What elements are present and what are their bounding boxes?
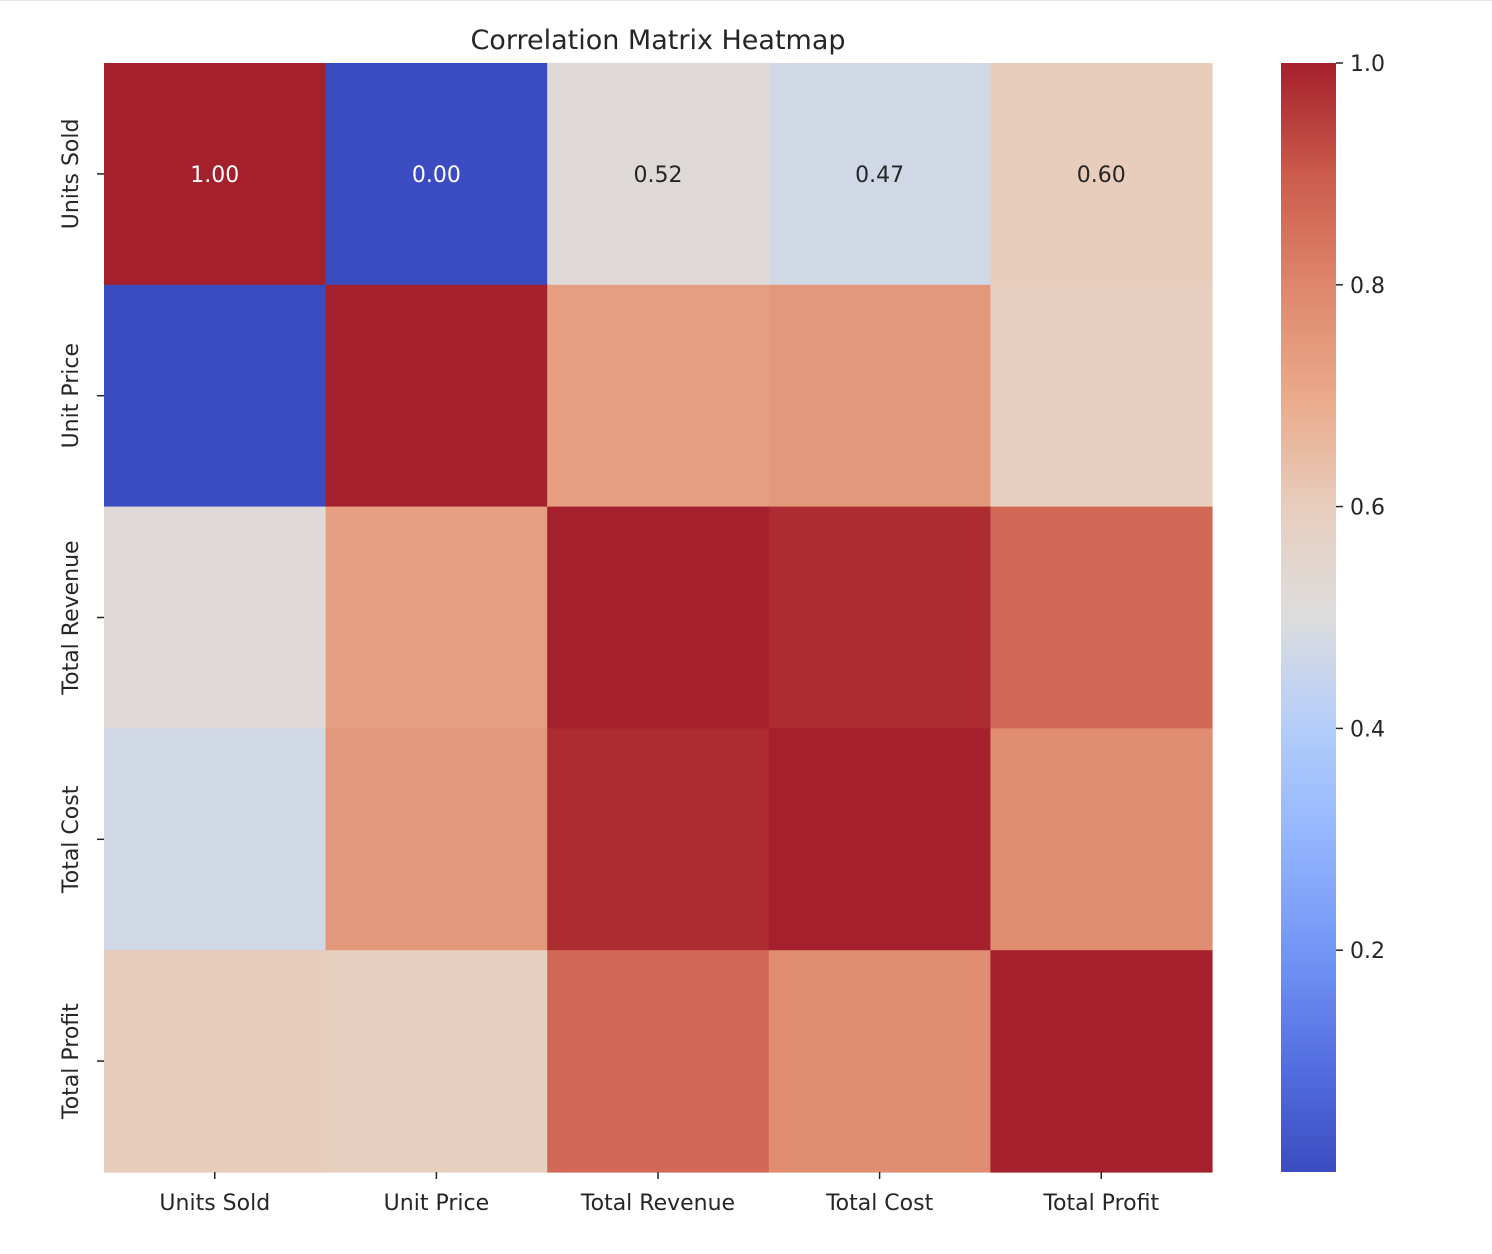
heatmap-cell bbox=[325, 728, 548, 951]
heatmap-cell bbox=[104, 284, 327, 508]
y-tick-label: Total Profit bbox=[59, 1003, 84, 1120]
y-tick-label: Unit Price bbox=[59, 343, 84, 448]
heatmap-cell bbox=[325, 63, 548, 286]
heatmap-cell bbox=[768, 63, 991, 286]
heatmap-cell bbox=[547, 728, 770, 951]
cell-annotation: 0.52 bbox=[634, 163, 683, 188]
heatmap-cell bbox=[990, 950, 1213, 1173]
heatmap-cell bbox=[990, 63, 1213, 286]
colorbar-tick-label: 0.2 bbox=[1350, 939, 1385, 964]
colorbar-tick-label: 1.0 bbox=[1350, 52, 1385, 77]
colorbar-tick-label: 0.8 bbox=[1350, 274, 1385, 299]
colorbar: 0.2 0.4 0.6 0.8 1.0 bbox=[1281, 52, 1385, 1172]
heatmap-cells bbox=[104, 63, 1213, 1173]
colorbar-tick-label: 0.6 bbox=[1350, 496, 1385, 521]
y-tick-label: Total Revenue bbox=[59, 540, 84, 695]
heatmap-cell bbox=[325, 284, 548, 508]
colorbar-tick-label: 0.4 bbox=[1350, 717, 1385, 742]
x-tick-label: Total Revenue bbox=[580, 1191, 735, 1216]
heatmap-cell bbox=[104, 950, 327, 1173]
x-tick-label: Unit Price bbox=[384, 1191, 489, 1216]
y-axis: Units Sold Unit Price Total Revenue Total C… bbox=[59, 119, 104, 1120]
heatmap-cell bbox=[325, 950, 548, 1173]
cell-annotations: 1.00 0.00 0.52 0.47 0.60 bbox=[190, 163, 1125, 188]
heatmap-cell bbox=[547, 506, 770, 729]
heatmap-cell bbox=[547, 284, 770, 508]
heatmap-cell bbox=[990, 506, 1213, 729]
top-border bbox=[0, 0, 1492, 1]
heatmap-cell bbox=[768, 950, 991, 1173]
heatmap-cell bbox=[547, 63, 770, 286]
colorbar-gradient bbox=[1281, 63, 1336, 1172]
cell-annotation: 1.00 bbox=[190, 163, 239, 188]
heatmap-cell bbox=[990, 728, 1213, 951]
x-tick-label: Units Sold bbox=[159, 1191, 270, 1216]
cell-annotation: 0.60 bbox=[1077, 163, 1126, 188]
chart-title: Correlation Matrix Heatmap bbox=[470, 25, 845, 56]
y-tick-label: Total Cost bbox=[59, 785, 84, 894]
heatmap-cell bbox=[547, 950, 770, 1173]
heatmap-cell bbox=[768, 506, 991, 729]
heatmap-cell bbox=[325, 506, 548, 729]
y-tick-label: Units Sold bbox=[59, 119, 84, 230]
heatmap-cell bbox=[768, 284, 991, 508]
heatmap-cell bbox=[104, 63, 327, 286]
x-tick-label: Total Profit bbox=[1042, 1191, 1159, 1216]
x-axis: Units Sold Unit Price Total Revenue Total C… bbox=[159, 1172, 1159, 1216]
heatmap-cell bbox=[768, 728, 991, 951]
cell-annotation: 0.00 bbox=[412, 163, 461, 188]
cell-annotation: 0.47 bbox=[855, 163, 904, 188]
x-tick-label: Total Cost bbox=[825, 1191, 934, 1216]
heatmap-cell bbox=[104, 728, 327, 951]
heatmap-cell bbox=[990, 284, 1213, 508]
heatmap-cell bbox=[104, 506, 327, 729]
